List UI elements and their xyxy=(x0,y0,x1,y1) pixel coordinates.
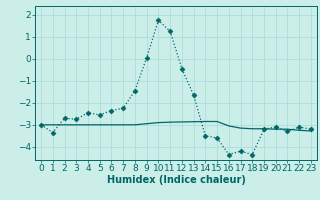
X-axis label: Humidex (Indice chaleur): Humidex (Indice chaleur) xyxy=(107,175,245,185)
